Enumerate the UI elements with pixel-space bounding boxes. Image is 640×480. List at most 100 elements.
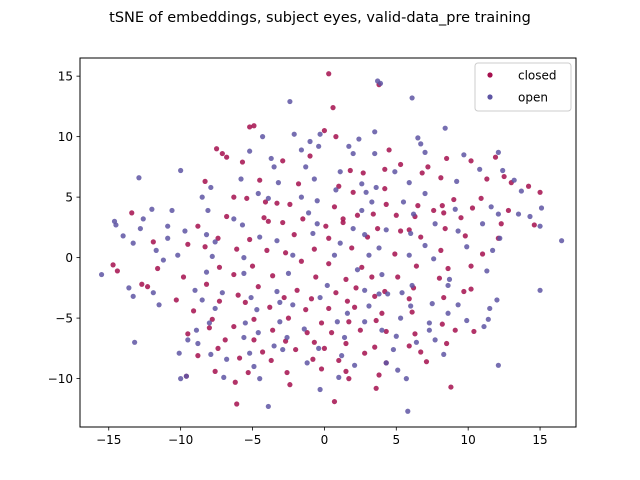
point-open: [160, 257, 166, 263]
point-open: [511, 177, 517, 183]
point-closed: [444, 155, 450, 162]
point-closed: [236, 355, 243, 361]
point-open: [169, 207, 175, 214]
point-closed: [287, 382, 293, 388]
point-open: [251, 363, 257, 370]
point-closed: [343, 276, 349, 282]
point-closed: [264, 247, 270, 253]
legend-label-open: open: [518, 91, 548, 105]
point-closed: [284, 369, 290, 376]
point-open: [136, 175, 142, 181]
point-open: [307, 138, 313, 145]
point-open: [383, 227, 389, 233]
point-open: [559, 238, 565, 244]
point-closed: [310, 356, 316, 362]
point-closed: [206, 325, 212, 331]
point-closed: [224, 154, 230, 160]
point-closed: [468, 158, 474, 164]
point-open: [153, 247, 159, 253]
point-closed: [441, 210, 447, 216]
point-open: [399, 290, 405, 296]
point-open: [383, 360, 389, 366]
point-closed: [257, 177, 263, 183]
point-closed: [202, 178, 208, 184]
point-open: [205, 207, 211, 214]
point-open: [487, 305, 493, 312]
y-tick-label: −10: [48, 372, 73, 386]
point-open: [518, 188, 524, 194]
point-open: [333, 187, 339, 193]
point-closed: [458, 215, 464, 221]
point-closed: [352, 304, 358, 310]
point-closed: [376, 372, 382, 378]
point-closed: [343, 340, 349, 347]
point-open: [126, 285, 132, 291]
point-closed: [382, 166, 388, 172]
point-open: [445, 310, 451, 316]
point-closed: [303, 307, 309, 313]
point-open: [257, 376, 263, 382]
point-closed: [442, 225, 448, 232]
point-closed: [333, 134, 339, 140]
point-open: [208, 184, 214, 191]
y-tick-label: 10: [58, 130, 73, 144]
point-closed: [346, 319, 352, 325]
point-open: [303, 164, 309, 170]
point-closed: [412, 331, 418, 337]
point-closed: [202, 244, 208, 250]
point-closed: [308, 296, 315, 302]
point-open: [461, 152, 467, 158]
point-open: [344, 310, 351, 316]
point-open: [241, 270, 247, 276]
point-closed: [295, 181, 302, 187]
point-open: [441, 351, 447, 358]
point-open: [373, 184, 379, 191]
point-open: [192, 287, 198, 293]
point-closed: [280, 158, 286, 164]
point-open: [130, 293, 136, 299]
point-closed: [311, 339, 317, 345]
point-closed: [231, 323, 237, 330]
point-open: [409, 282, 415, 289]
point-open: [298, 147, 304, 153]
point-open: [132, 339, 138, 345]
point-closed: [531, 222, 537, 228]
legend-label-closed: closed: [518, 69, 557, 83]
point-closed: [282, 250, 289, 256]
point-open: [183, 373, 189, 379]
point-closed: [344, 298, 351, 304]
point-open: [178, 167, 184, 174]
point-closed: [415, 203, 421, 209]
point-open: [212, 305, 218, 312]
point-closed: [232, 379, 238, 385]
point-open: [193, 327, 200, 333]
point-open: [379, 327, 385, 333]
point-open: [284, 334, 290, 341]
point-open: [316, 345, 322, 351]
point-open: [305, 210, 312, 216]
point-closed: [304, 330, 310, 336]
point-open: [538, 205, 545, 211]
point-open: [185, 337, 191, 343]
point-closed: [212, 368, 218, 374]
point-open: [280, 346, 286, 353]
legend-box: [474, 62, 572, 112]
point-closed: [313, 274, 319, 280]
point-closed: [328, 330, 335, 336]
point-closed: [438, 175, 444, 181]
point-open: [359, 207, 365, 214]
point-open: [406, 252, 412, 258]
point-closed: [372, 293, 378, 299]
point-open: [494, 297, 500, 303]
point-closed: [373, 317, 379, 324]
point-closed: [349, 245, 355, 251]
point-closed: [321, 127, 328, 134]
point-closed: [423, 359, 430, 365]
x-tick-label: 15: [532, 433, 547, 447]
point-open: [248, 294, 254, 301]
point-open: [341, 334, 348, 341]
point-open: [527, 213, 533, 220]
point-closed: [222, 337, 228, 343]
point-open: [356, 136, 362, 142]
point-closed: [293, 346, 299, 353]
